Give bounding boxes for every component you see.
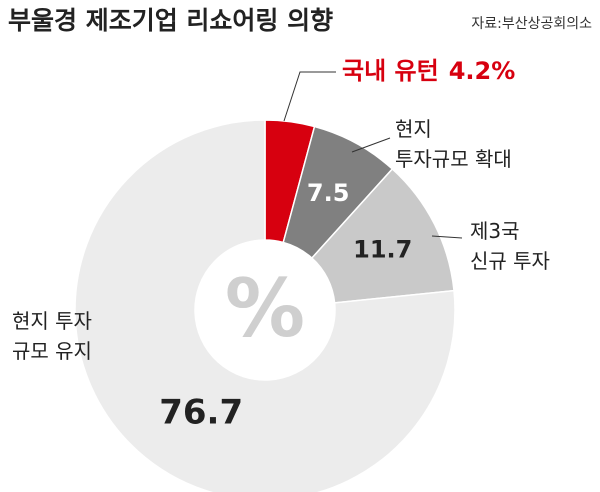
category-line: 현지	[395, 117, 432, 141]
category-line: 국내 유턴	[342, 57, 439, 85]
chart-title: 부울경 제조기업 리쇼어링 의향	[8, 6, 333, 35]
category-line: 현지 투자	[12, 309, 92, 333]
value-label: 7.5	[307, 179, 350, 207]
category-line: 제3국	[470, 219, 520, 243]
center-label: %	[225, 262, 305, 355]
value-label: 11.7	[353, 235, 412, 263]
donut-segment	[310, 167, 455, 304]
leader-line	[351, 137, 391, 153]
value-label: 76.7	[159, 392, 243, 432]
category-label: 국내 유턴 4.2%	[342, 57, 515, 85]
category-line: 투자규모 확대	[395, 147, 512, 171]
donut-segment	[74, 119, 456, 492]
leader-line	[283, 71, 336, 122]
value-label: 4.2%	[449, 57, 516, 85]
source: 자료:부산상공회의소	[471, 16, 592, 32]
leader-line	[431, 235, 463, 239]
category-line: 규모 유지	[12, 339, 92, 363]
category-line: 신규 투자	[470, 249, 550, 273]
